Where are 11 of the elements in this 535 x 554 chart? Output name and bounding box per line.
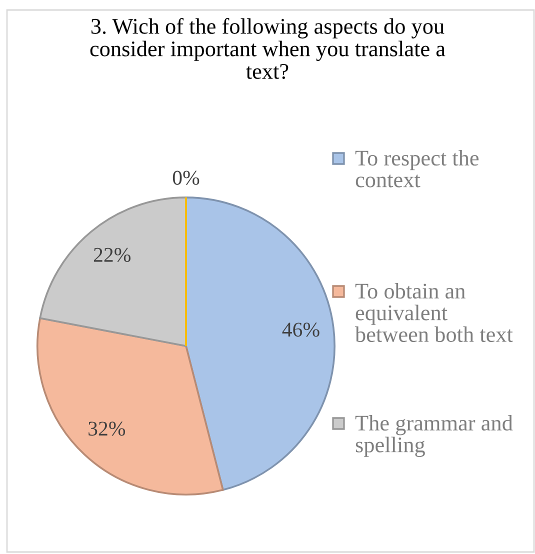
data-label: 46% — [282, 322, 320, 337]
data-label: 22% — [94, 248, 131, 262]
pie-slice — [185, 196, 336, 491]
legend-label: The grammar and spelling — [355, 415, 513, 457]
legend-label: To obtain an equivalent between both text — [355, 283, 513, 342]
pie-slice — [39, 196, 187, 347]
text: 0% — [172, 170, 200, 185]
pie-slice — [36, 317, 224, 496]
chart-title: 3. Wich of the following aspects do you consider important when you translate a text? — [90, 18, 446, 80]
legend-label: To respect the context — [355, 150, 479, 188]
data-label: 32% — [88, 422, 126, 436]
